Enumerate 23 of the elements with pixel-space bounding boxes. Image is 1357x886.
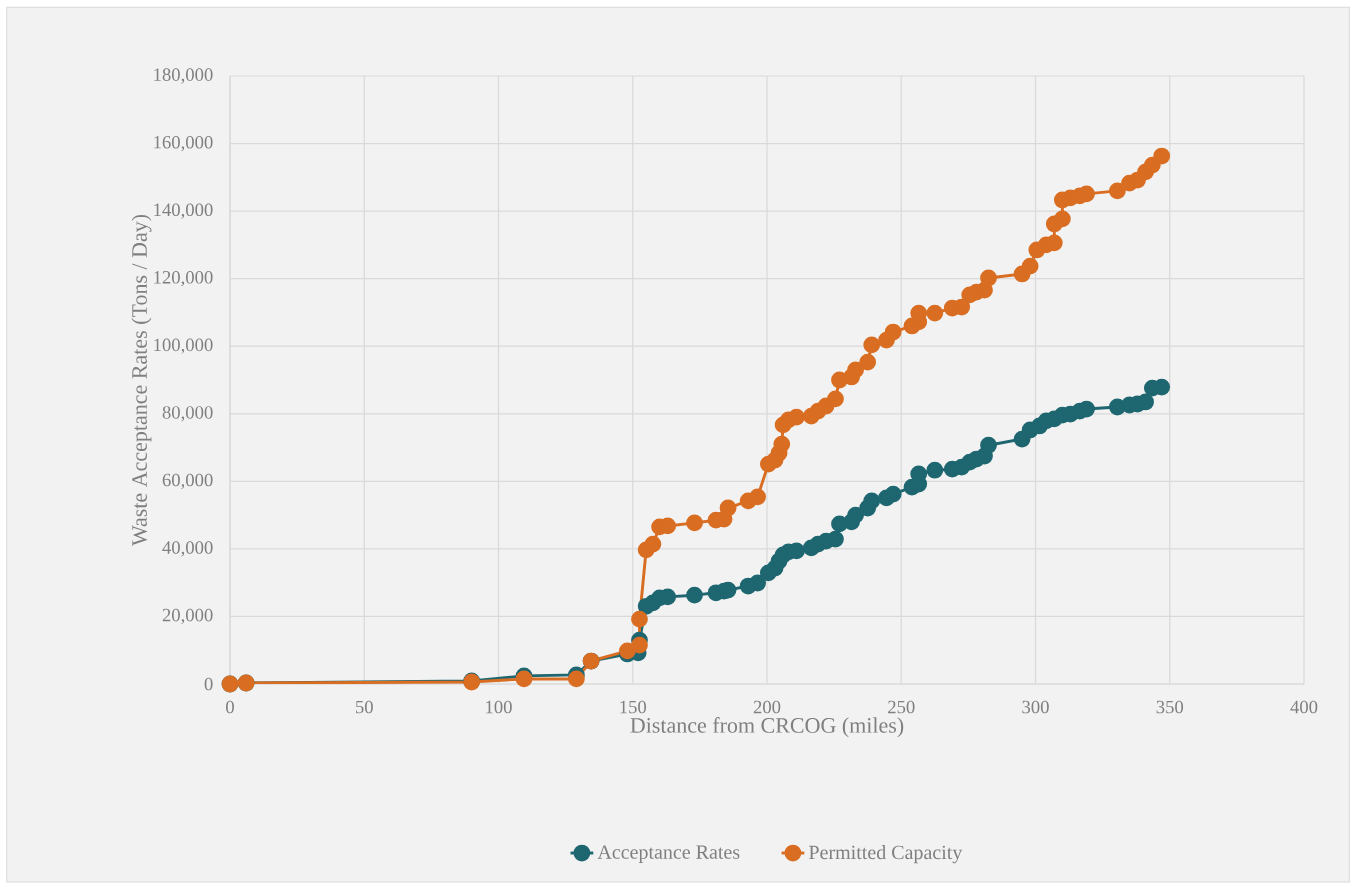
x-tick-label: 100 [486, 700, 512, 714]
x-tick-label: 350 [1156, 700, 1184, 714]
x-tick-label: 300 [1022, 700, 1049, 714]
x-tick-label: 0 [226, 700, 234, 714]
x-tick-label: 50 [356, 700, 373, 714]
y-tick-label: 40,000 [162, 541, 213, 557]
y-axis-title: Waste Acceptance Rates (Tons / Day) [131, 214, 152, 546]
x-tick-label: 250 [888, 700, 915, 714]
y-tick-label: 0 [204, 677, 213, 691]
y-tick-label: 80,000 [162, 406, 213, 422]
y-tick-label: 20,000 [162, 608, 213, 625]
x-tick-label: 200 [753, 700, 781, 714]
y-tick-label: 180,000 [154, 68, 213, 84]
x-tick-label: 400 [1290, 700, 1318, 714]
x-tick-label: 150 [620, 700, 647, 714]
y-tick-label: 100,000 [154, 338, 213, 354]
y-tick-label: 140,000 [154, 203, 213, 219]
y-tick-label: 160,000 [154, 135, 213, 152]
legend-label: Permitted Capacity [809, 845, 963, 864]
y-tick-label: 120,000 [154, 271, 213, 287]
x-axis-title: Distance from CRCOG (miles) [630, 717, 904, 738]
y-tick-label: 60,000 [162, 473, 213, 489]
legend-label: Acceptance Rates [597, 845, 740, 863]
